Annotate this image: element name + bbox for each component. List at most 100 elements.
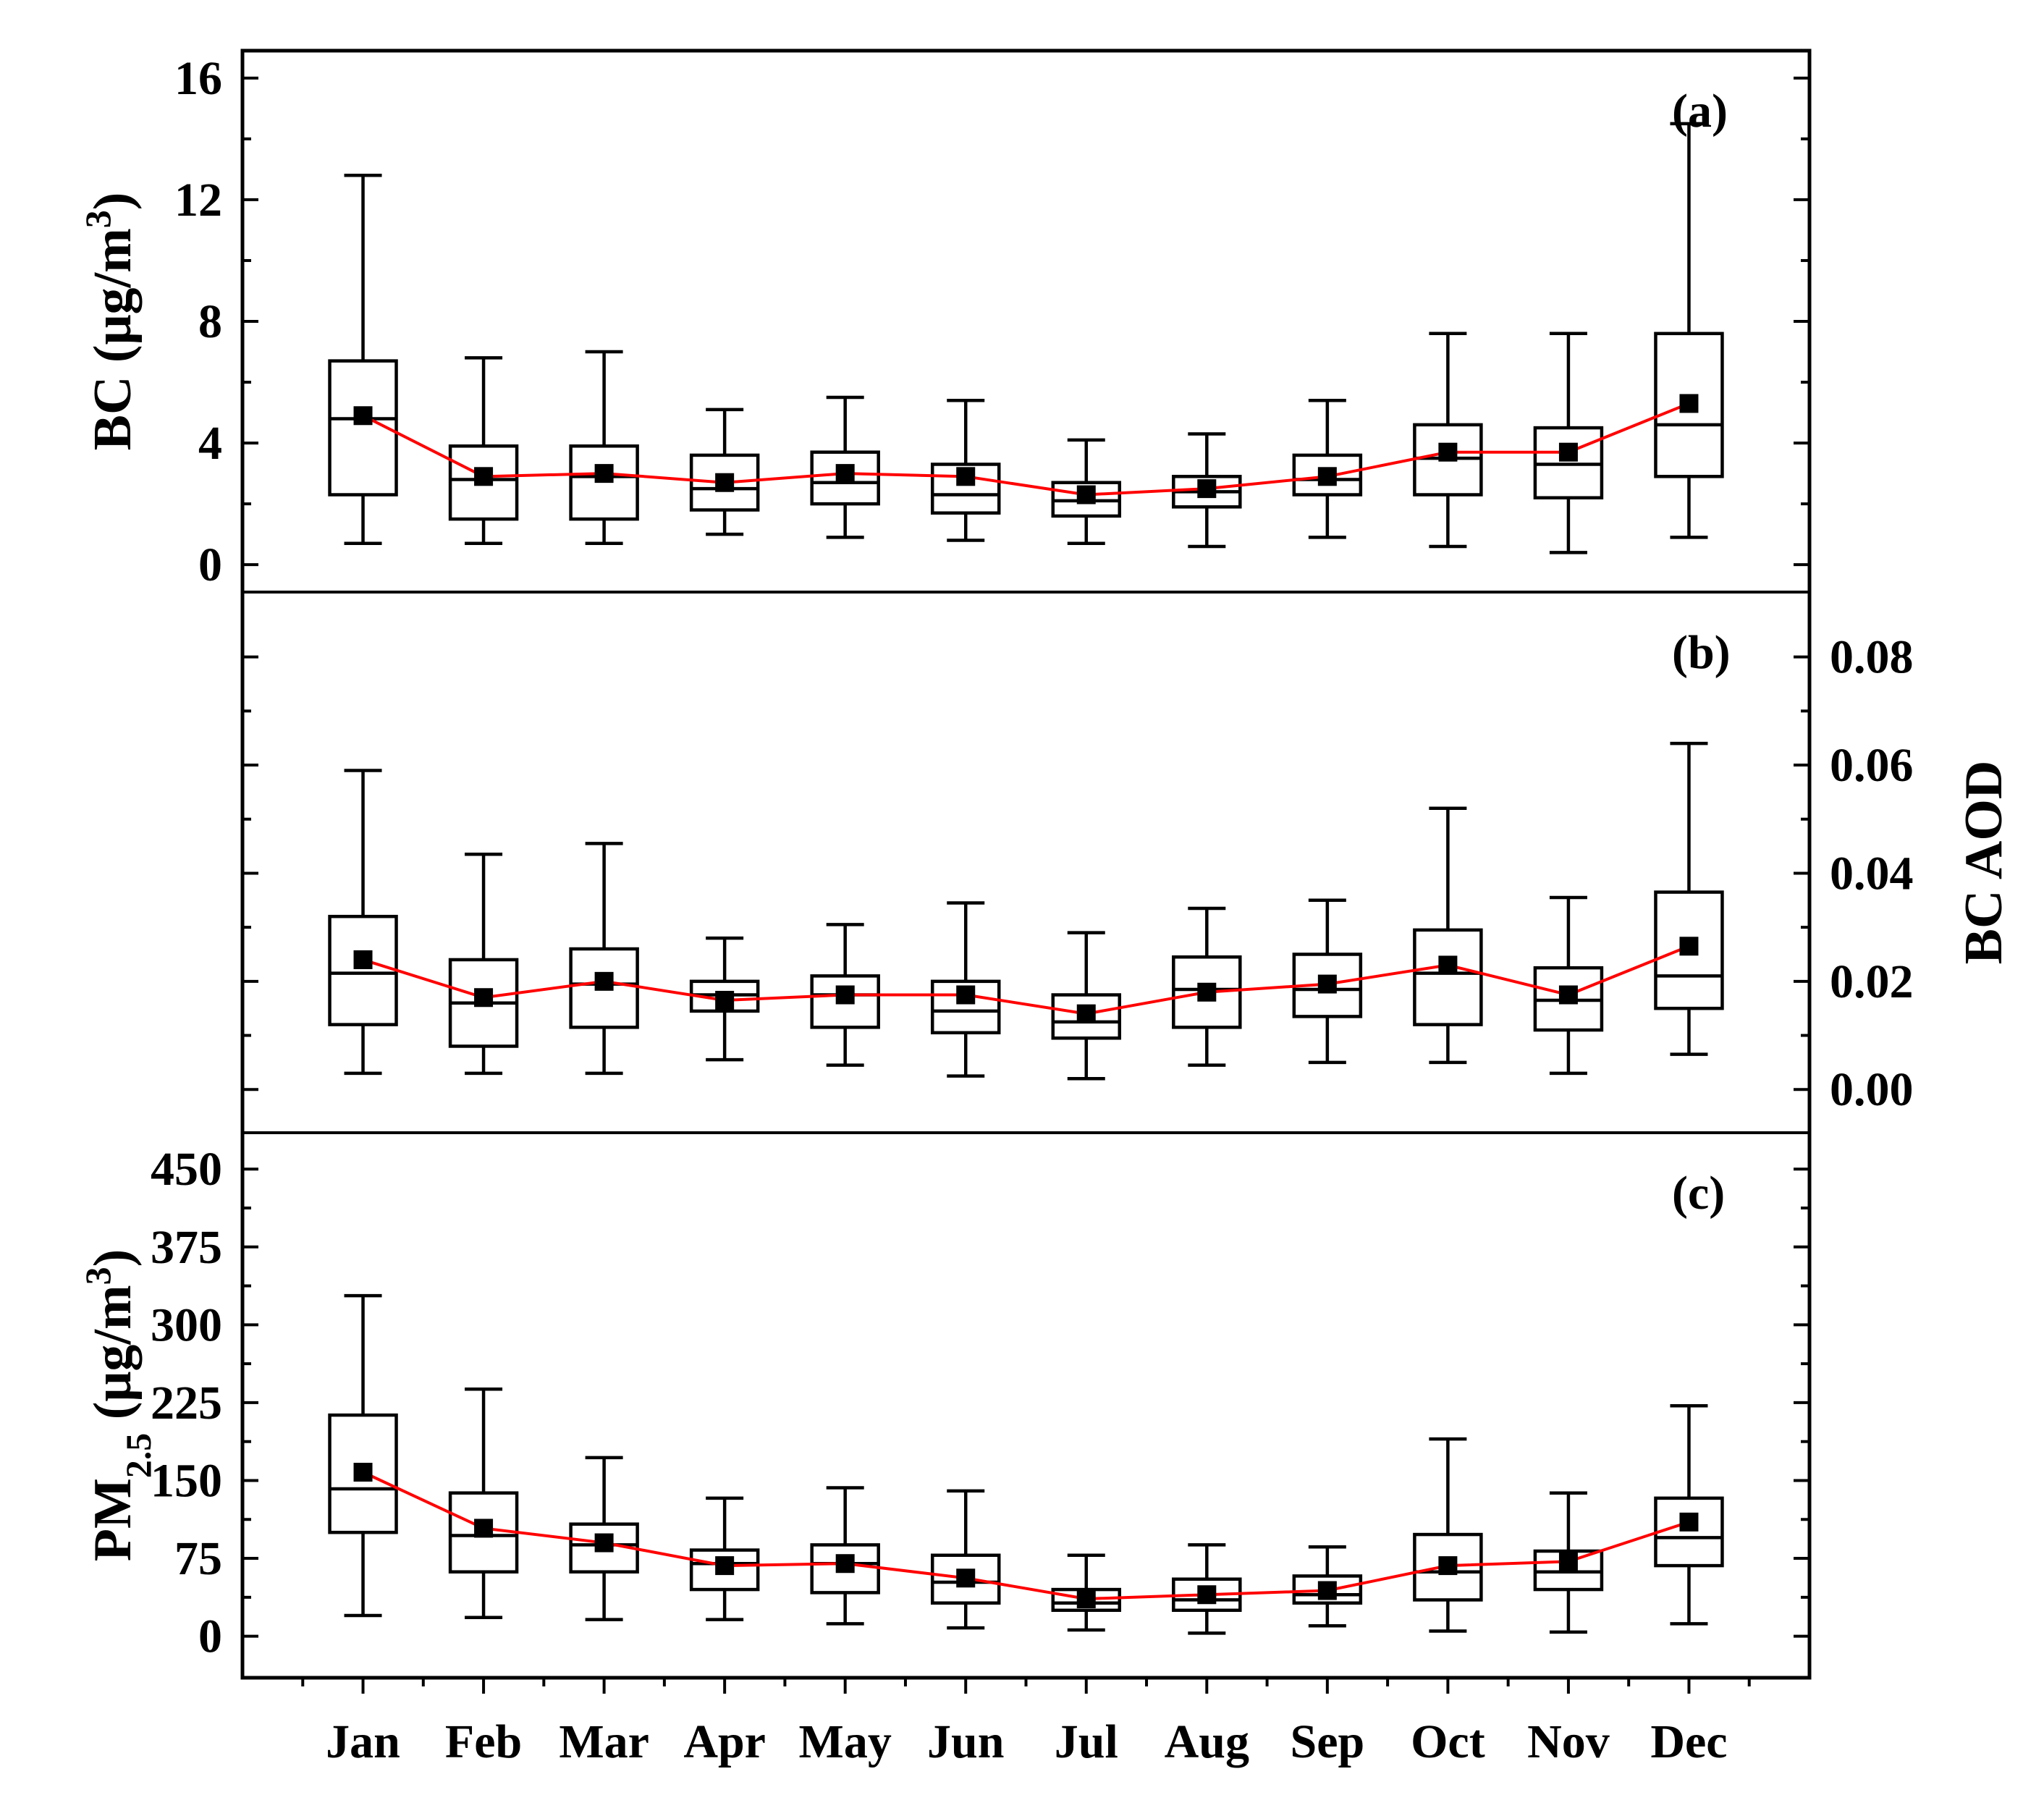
mean-point-c-feb xyxy=(474,1519,494,1538)
box-b-oct xyxy=(1413,806,1483,1065)
mean-point-b-apr xyxy=(715,990,735,1010)
mean-point-b-may xyxy=(835,985,855,1005)
y-axis-title-c: PM2.5 (μg/m3) xyxy=(77,1249,159,1562)
mean-point-c-oct xyxy=(1438,1556,1458,1576)
iqr-box xyxy=(1654,890,1724,1010)
text-layer: Jan Feb Mar Apr May Jun Jul Aug Sep Oct Nov Dec 0 4 8 1… xyxy=(77,52,2014,1768)
box-a-mar xyxy=(569,350,639,546)
box-a-oct xyxy=(1413,331,1483,549)
mean-point-c-aug xyxy=(1197,1585,1217,1605)
mean-line-c xyxy=(362,1471,1690,1601)
mean-point-b-jul xyxy=(1076,1004,1096,1023)
x-tick-label-may: May xyxy=(799,1715,892,1768)
panel-a xyxy=(328,122,1724,554)
x-tick-label-mar: Mar xyxy=(559,1715,649,1768)
box-b-dec xyxy=(1654,741,1724,1056)
mean-point-a-may xyxy=(835,464,855,483)
y-axis-title-b: BC AOD xyxy=(1954,761,2014,965)
mean-point-a-jan xyxy=(353,406,373,426)
mean-point-a-jul xyxy=(1076,485,1096,504)
axes-layer xyxy=(240,48,1812,1694)
box-b-mar xyxy=(569,842,639,1076)
mean-point-a-dec xyxy=(1679,394,1699,413)
mean-point-c-jul xyxy=(1076,1589,1096,1608)
box-c-feb xyxy=(448,1388,519,1620)
box-a-dec xyxy=(1654,122,1724,539)
x-tick-label-feb: Feb xyxy=(445,1715,522,1768)
y-tick-label-c: 225 xyxy=(151,1377,222,1429)
x-tick-label-jun: Jun xyxy=(927,1715,1004,1768)
panel-c xyxy=(328,1293,1724,1635)
mean-point-c-sep xyxy=(1317,1581,1337,1600)
y-tick-label-c: 150 xyxy=(151,1454,222,1507)
mean-point-a-sep xyxy=(1317,467,1337,486)
box-a-feb xyxy=(448,356,519,546)
box-c-jun xyxy=(930,1489,1001,1630)
mean-point-c-dec xyxy=(1679,1512,1699,1532)
box-c-jan xyxy=(328,1293,398,1618)
mean-point-c-nov xyxy=(1558,1552,1578,1571)
mean-point-b-jun xyxy=(956,985,976,1005)
mean-point-a-apr xyxy=(715,473,735,492)
panel-label-b: (b) xyxy=(1672,626,1731,679)
mean-point-c-apr xyxy=(715,1556,735,1576)
panel-b xyxy=(328,741,1724,1081)
mean-line-a xyxy=(362,402,1690,497)
y-tick-label-b: 0.04 xyxy=(1830,847,1914,900)
y-tick-label-c: 300 xyxy=(151,1298,222,1351)
y-tick-label-b: 0.06 xyxy=(1830,739,1914,792)
mean-point-a-feb xyxy=(474,467,494,486)
box-b-feb xyxy=(448,853,519,1076)
mean-point-c-jan xyxy=(353,1463,373,1482)
x-tick-label-jan: Jan xyxy=(326,1715,400,1768)
box-b-jun xyxy=(930,901,1001,1078)
iqr-box xyxy=(930,1553,1001,1605)
mean-point-c-jun xyxy=(956,1568,976,1588)
y-tick-label-a: 12 xyxy=(174,174,222,227)
mean-point-b-dec xyxy=(1679,937,1699,956)
box-a-jan xyxy=(328,174,398,546)
mean-point-b-sep xyxy=(1317,974,1337,994)
box-c-sep xyxy=(1292,1545,1363,1628)
mean-point-b-aug xyxy=(1197,982,1217,1002)
box-b-jul xyxy=(1051,931,1122,1081)
iqr-box xyxy=(1413,928,1483,1026)
iqr-box xyxy=(1051,993,1122,1040)
mean-point-a-nov xyxy=(1558,442,1578,462)
y-axis-title-a: BC (μg/m3) xyxy=(77,193,143,451)
data-layer xyxy=(328,122,1724,1635)
y-tick-label-a: 4 xyxy=(198,417,222,470)
y-tick-label-c: 0 xyxy=(198,1610,222,1663)
x-tick-label-aug: Aug xyxy=(1165,1715,1249,1768)
x-tick-label-jul: Jul xyxy=(1055,1715,1118,1768)
box-a-nov xyxy=(1533,331,1604,554)
plot-frame xyxy=(240,48,1812,1680)
x-tick-label-sep: Sep xyxy=(1290,1715,1364,1768)
mean-point-b-feb xyxy=(474,988,494,1008)
box-c-may xyxy=(810,1486,880,1626)
mean-point-a-mar xyxy=(594,464,614,483)
y-tick-label-b: 0.08 xyxy=(1830,631,1914,684)
y-tick-label-c: 450 xyxy=(151,1143,222,1196)
box-a-apr xyxy=(689,407,760,536)
mean-point-b-jan xyxy=(353,950,373,969)
mean-point-a-jun xyxy=(956,467,976,486)
y-tick-label-b: 0.02 xyxy=(1830,955,1914,1008)
y-tick-label-a: 16 xyxy=(174,52,222,105)
mean-point-a-aug xyxy=(1197,479,1217,499)
y-tick-label-c: 75 xyxy=(174,1532,222,1585)
iqr-box xyxy=(328,914,398,1026)
mean-point-b-nov xyxy=(1558,985,1578,1005)
y-tick-label-a: 8 xyxy=(198,295,222,348)
mean-point-b-mar xyxy=(594,971,614,991)
box-b-jan xyxy=(328,769,398,1076)
mean-point-c-mar xyxy=(594,1533,614,1553)
y-tick-label-c: 375 xyxy=(151,1221,222,1274)
iqr-box xyxy=(1654,1496,1724,1568)
mean-point-c-may xyxy=(835,1554,855,1574)
x-tick-label-apr: Apr xyxy=(683,1715,766,1768)
y-tick-label-a: 0 xyxy=(198,538,222,591)
x-tick-label-nov: Nov xyxy=(1527,1715,1610,1768)
x-tick-label-dec: Dec xyxy=(1650,1715,1727,1768)
